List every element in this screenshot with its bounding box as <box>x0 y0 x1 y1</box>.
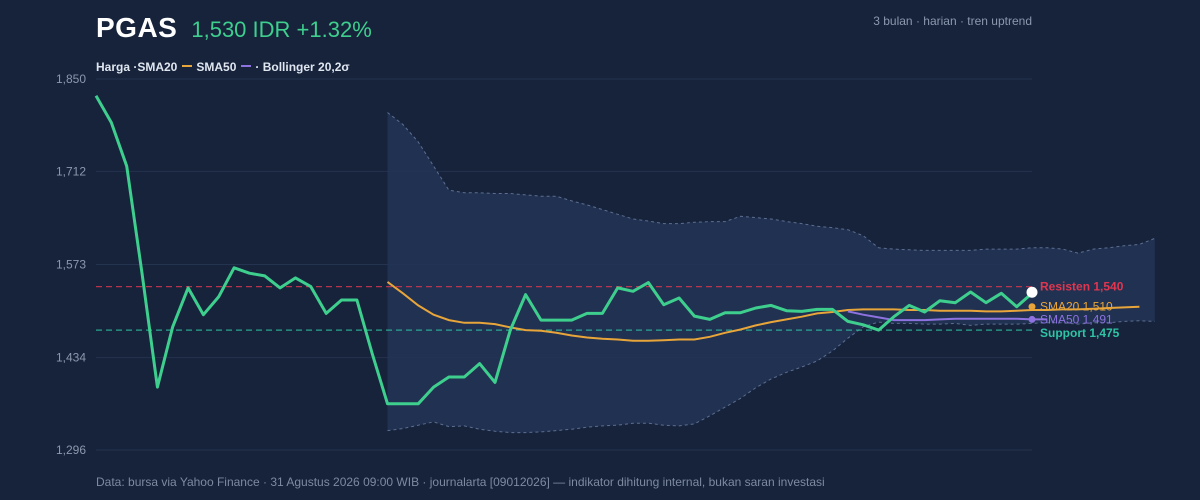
resistance-label: Resisten 1,540 <box>1040 280 1124 294</box>
support-label: Support 1,475 <box>1040 326 1120 340</box>
legend-sma20-swatch <box>182 65 193 67</box>
sma50-line <box>847 310 1048 322</box>
bollinger-upper-line <box>387 112 1155 254</box>
price-line <box>94 94 1033 406</box>
y-tick-label: 1,850 <box>56 72 86 86</box>
price-end-marker <box>1026 286 1038 298</box>
legend-sma50-swatch <box>241 65 252 67</box>
bollinger-band <box>387 112 1155 433</box>
y-tick-label: 1,712 <box>56 164 86 178</box>
ticker-symbol: PGAS <box>96 12 178 43</box>
price-change: 1,530 IDR +1.32% <box>191 17 372 42</box>
sma50-end-marker <box>1028 315 1036 323</box>
sma20-end-marker <box>1028 303 1036 311</box>
y-tick-label: 1,573 <box>56 258 86 272</box>
legend-sma20: SMA20 <box>137 60 178 74</box>
bollinger-lower-line <box>387 320 1155 434</box>
source-footer: Data: bursa via Yahoo Finance · 31 Agust… <box>96 475 825 489</box>
chart-legend: Harga · SMA20 SMA50 · Bollinger 20,2σ <box>96 60 350 74</box>
sma20-end-label: SMA20 1,510 <box>1040 300 1113 314</box>
legend-price: Harga · <box>96 60 138 74</box>
legend-sma50: SMA50 <box>196 60 237 74</box>
legend-bollinger: · Bollinger 20,2σ <box>255 60 350 74</box>
y-tick-label: 1,296 <box>56 443 86 457</box>
chart-header: PGAS 1,530 IDR +1.32% <box>96 12 372 44</box>
sma50-end-label: SMA50 1,491 <box>1040 312 1113 326</box>
y-tick-label: 1,434 <box>56 351 86 365</box>
chart-meta: 3 bulan · harian · tren uptrend <box>873 14 1032 28</box>
